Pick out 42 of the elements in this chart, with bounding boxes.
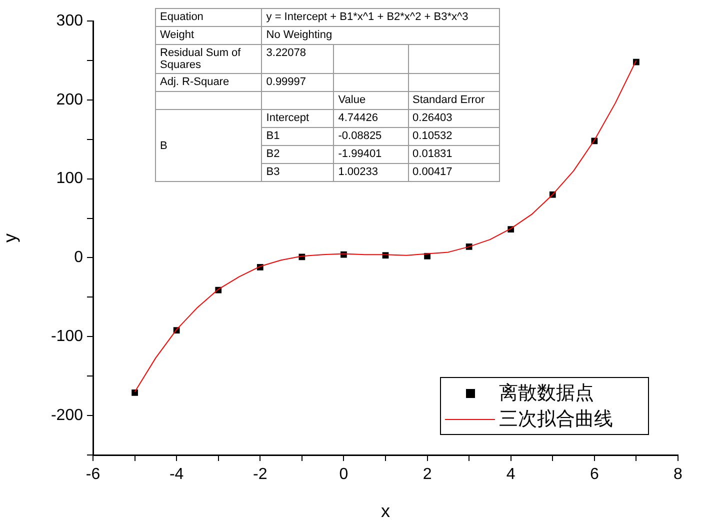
- y-tick-label: -200: [50, 406, 84, 424]
- x-axis-title: x: [381, 501, 390, 522]
- annotation: 0.99997: [262, 74, 334, 92]
- annotation: No Weighting: [262, 26, 500, 44]
- annotation: 3.22078: [262, 44, 334, 74]
- annotation: y = Intercept + B1*x^1 + B2*x^2 + B3*x^3: [262, 8, 500, 26]
- x-tick-label: 0: [339, 466, 348, 484]
- annotation: Weight: [156, 26, 262, 44]
- x-tick-label: 8: [674, 466, 683, 484]
- x-tick-label: 6: [590, 466, 599, 484]
- annotation: 0.00417: [408, 164, 500, 182]
- annotation: -0.08825: [334, 128, 408, 146]
- legend-label: 三次拟合曲线: [499, 408, 613, 432]
- x-tick-label: 2: [422, 466, 432, 484]
- y-axis-title: y: [0, 234, 20, 242]
- annotation: B1: [262, 128, 334, 146]
- annotation: 4.74426: [334, 110, 408, 128]
- annotation: Value: [334, 92, 408, 110]
- x-tick-label: -2: [253, 466, 268, 484]
- y-tick-label: 100: [56, 170, 84, 188]
- annotation: Equation: [156, 8, 262, 26]
- y-tick-label: -100: [50, 328, 84, 346]
- annotation: -1.99401: [334, 146, 408, 164]
- x-tick-label: 4: [506, 466, 516, 484]
- annotation: Intercept: [262, 110, 334, 128]
- annotation: 0.10532: [408, 128, 500, 146]
- annotation: B: [156, 110, 262, 182]
- annotation: 1.00233: [334, 164, 408, 182]
- annotation: 0.26403: [408, 110, 500, 128]
- legend-label: 离散数据点: [499, 382, 594, 406]
- y-tick-label: 0: [74, 249, 84, 266]
- y-tick-label: 200: [56, 91, 84, 108]
- annotation: 0.01831: [408, 146, 500, 164]
- annotation: Adj. R-Square: [156, 74, 262, 92]
- annotation: B2: [262, 146, 334, 164]
- annotation: B3: [262, 164, 334, 182]
- y-tick-label: 300: [56, 12, 84, 30]
- x-tick-label: -4: [169, 466, 184, 484]
- annotation: Residual Sum of Squares: [156, 44, 262, 74]
- point: [132, 389, 138, 396]
- x-tick-label: -6: [86, 466, 100, 484]
- annotation: Standard Error: [408, 92, 500, 110]
